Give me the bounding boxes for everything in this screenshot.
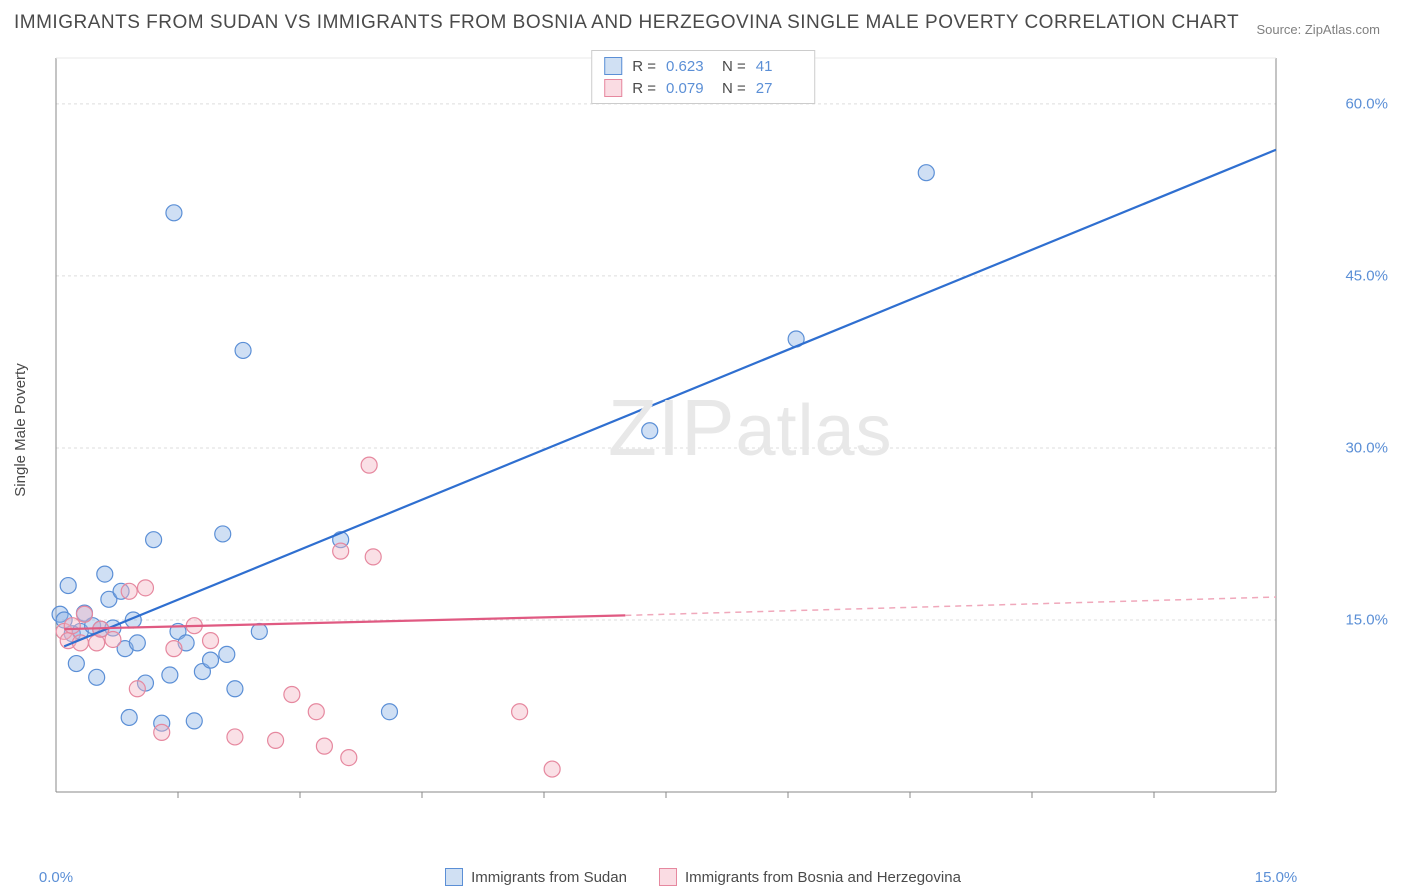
y-axis-label: Single Male Poverty xyxy=(12,363,29,496)
y-tick-label: 60.0% xyxy=(1345,95,1388,112)
r-value: 0.079 xyxy=(666,80,712,97)
n-value: 27 xyxy=(756,80,802,97)
swatch-icon xyxy=(659,868,677,886)
chart-title: IMMIGRANTS FROM SUDAN VS IMMIGRANTS FROM… xyxy=(14,12,1239,34)
n-label: N = xyxy=(722,58,746,75)
legend-label: Immigrants from Sudan xyxy=(471,869,627,886)
y-tick-label: 45.0% xyxy=(1345,267,1388,284)
legend-item-bosnia: Immigrants from Bosnia and Herzegovina xyxy=(659,868,961,886)
swatch-icon xyxy=(445,868,463,886)
n-label: N = xyxy=(722,80,746,97)
y-tick-label: 15.0% xyxy=(1345,611,1388,628)
stats-row-sudan: R = 0.623 N = 41 xyxy=(600,55,806,77)
swatch-icon xyxy=(604,79,622,97)
swatch-icon xyxy=(604,57,622,75)
r-label: R = xyxy=(632,58,656,75)
scatter-plot-svg xyxy=(48,52,1336,818)
stats-row-bosnia: R = 0.079 N = 27 xyxy=(600,77,806,99)
r-label: R = xyxy=(632,80,656,97)
legend-item-sudan: Immigrants from Sudan xyxy=(445,868,627,886)
plot-area: ZIPatlas xyxy=(48,52,1336,818)
r-value: 0.623 xyxy=(666,58,712,75)
legend-label: Immigrants from Bosnia and Herzegovina xyxy=(685,869,961,886)
y-tick-label: 30.0% xyxy=(1345,439,1388,456)
chart-container: IMMIGRANTS FROM SUDAN VS IMMIGRANTS FROM… xyxy=(0,0,1406,892)
n-value: 41 xyxy=(756,58,802,75)
stats-legend-box: R = 0.623 N = 41 R = 0.079 N = 27 xyxy=(591,50,815,104)
bottom-legend: Immigrants from Sudan Immigrants from Bo… xyxy=(0,868,1406,886)
source-label: Source: ZipAtlas.com xyxy=(1256,22,1380,37)
